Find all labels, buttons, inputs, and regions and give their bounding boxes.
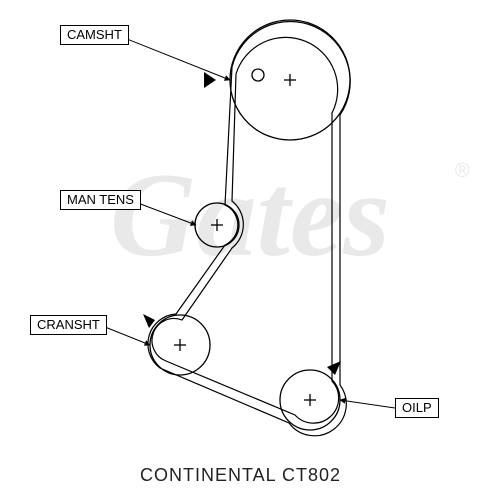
caption-brand: CONTINENTAL (140, 465, 276, 485)
caption: CONTINENTAL CT802 (140, 465, 341, 486)
label-oilpump: OILP (395, 398, 439, 418)
label-crankshaft-text: CRANSHT (37, 317, 100, 332)
label-oilpump-text: OILP (402, 400, 432, 415)
label-camshaft: CAMSHT (60, 25, 129, 45)
label-crankshaft: CRANSHT (30, 315, 107, 335)
label-man-tens-text: MAN TENS (67, 192, 134, 207)
label-man-tens: MAN TENS (60, 190, 141, 210)
label-camshaft-text: CAMSHT (67, 27, 122, 42)
caption-part: CT802 (282, 465, 341, 485)
